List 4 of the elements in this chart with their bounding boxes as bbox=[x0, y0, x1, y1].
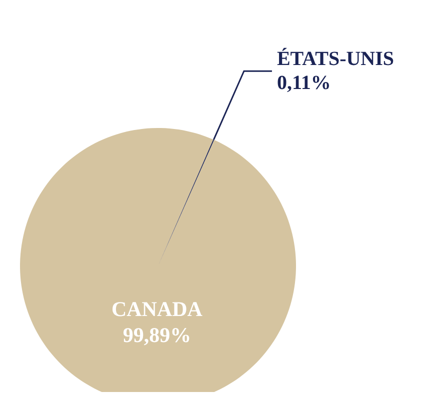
data-label: 0,11% bbox=[276, 72, 331, 94]
slice-label: CANADA bbox=[111, 296, 204, 321]
slice-label: ÉTATS-UNIS bbox=[276, 47, 394, 70]
data-label: 99,89% bbox=[122, 322, 192, 347]
